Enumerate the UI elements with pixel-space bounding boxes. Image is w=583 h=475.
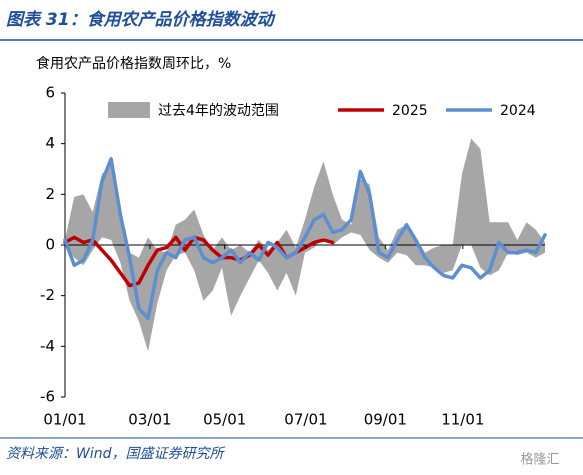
x-tick-label: 11/01: [441, 411, 484, 429]
y-tick-label: 0: [45, 236, 55, 254]
y-tick-label: -4: [40, 337, 55, 355]
source: 资料来源：Wind，国盛证券研究所: [6, 446, 225, 462]
y-tick-label: -6: [40, 388, 55, 406]
x-tick-label: 01/01: [43, 411, 86, 429]
y-tick-label: 2: [45, 185, 55, 203]
y-axis-label: 食用农产品价格指数周环比，%: [36, 55, 231, 72]
legend-label: 2024: [500, 103, 536, 119]
legend-label: 过去4年的波动范围: [158, 102, 279, 119]
x-tick-label: 03/01: [128, 411, 171, 429]
watermark: 格隆汇: [520, 452, 559, 468]
x-tick-label: 09/01: [364, 411, 407, 429]
y-tick-label: 4: [45, 134, 55, 152]
chart-title: 图表 31：食用农产品价格指数波动: [6, 10, 277, 30]
x-tick-label: 05/01: [203, 411, 246, 429]
series-line: [63, 157, 547, 321]
legend-swatch: [108, 102, 150, 118]
legend-label: 2025: [392, 103, 428, 119]
y-tick-label: 6: [45, 84, 55, 102]
y-tick-label: -2: [40, 286, 55, 304]
x-tick-label: 07/01: [284, 411, 327, 429]
